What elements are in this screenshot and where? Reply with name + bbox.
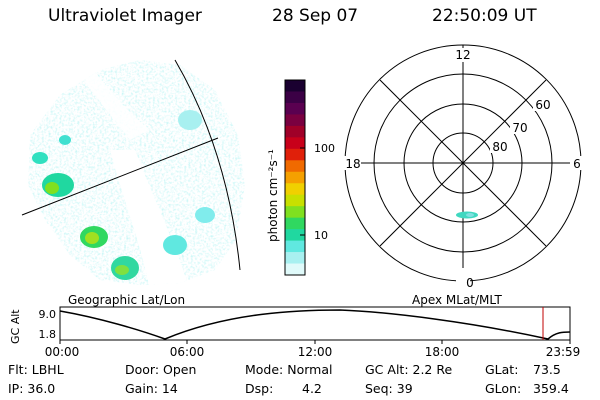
colorbar-scale [285,80,305,276]
lat-label-80: 80 [492,140,507,154]
info-gc-alt: GC Alt: 2.2 Re [365,362,453,377]
colorbar-unit-label: photon cm⁻²s⁻¹ [266,149,280,242]
timeline-right-title: Apex MLat/MLT [412,293,502,307]
colorbar-band [285,240,305,253]
info-mode: Mode: Normal [245,362,333,377]
info-door: Door: Open [125,362,197,377]
timeline-frame [59,306,571,341]
colorbar-band [285,229,305,242]
colorbar-tick-100: 100 [314,142,335,155]
info-seq: Seq: 39 [365,381,413,396]
colorbar-band [285,91,305,104]
info-ip: IP: 36.0 [8,381,56,396]
polar-aurora-blob [456,211,478,219]
mlt-label-12: 12 [455,48,470,62]
timeline-left-title: Geographic Lat/Lon [68,293,186,307]
x-tick-0600: 06:00 [170,345,205,359]
date-label: 28 Sep 07 [272,6,359,26]
auroral-image [28,60,245,285]
info-glat-value: 73.5 [533,362,561,377]
time-label: 22:50:09 UT [432,6,537,26]
meridian-line [174,59,241,271]
y-tick-1.8: 1.8 [39,328,57,341]
colorbar-band [285,137,305,150]
y-axis-label: GC Alt [9,309,22,344]
colorbar-frame [284,79,306,276]
colorbar-band [285,148,305,161]
info-dsp-value: 4.2 [302,381,322,396]
mlt-label-6: 6 [573,157,581,171]
colorbar-band [285,206,305,219]
colorbar-band [285,114,305,127]
colorbar-band [285,183,305,196]
colorbar-band [285,125,305,138]
info-filter: Flt: LBHL [8,362,64,377]
x-tick-1800: 18:00 [425,345,460,359]
colorbar-band [285,194,305,207]
colorbar-band [285,102,305,115]
colorbar-tick-10: 10 [314,229,328,242]
x-tick-0000: 00:00 [45,345,80,359]
x-tick-2359: 23:59 [546,345,581,359]
x-tick-1200: 12:00 [298,345,333,359]
y-tick-9: 9.0 [39,308,57,321]
info-dsp-label: Dsp: [245,381,274,396]
mlt-label-18: 18 [345,157,360,171]
colorbar-band [285,80,305,92]
info-gain: Gain: 14 [125,381,178,396]
mlt-label-0: 0 [466,276,474,290]
info-glat-label: GLat: [485,362,519,377]
lat-label-60: 60 [535,98,550,112]
info-glon-label: GLon: [485,381,522,396]
terminator-line [21,137,219,216]
colorbar-band [285,263,305,276]
info-glon-value: 359.4 [533,381,569,396]
colorbar-band [285,217,305,230]
lat-label-70: 70 [512,121,527,135]
colorbar-band [285,160,305,173]
colorbar-band [285,171,305,184]
altitude-curve [59,309,571,340]
instrument-title: Ultraviolet Imager [48,6,202,26]
colorbar-band [285,252,305,265]
